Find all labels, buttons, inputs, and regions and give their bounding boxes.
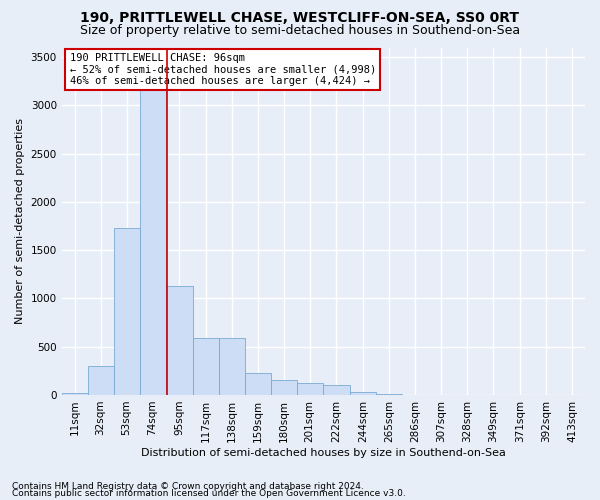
X-axis label: Distribution of semi-detached houses by size in Southend-on-Sea: Distribution of semi-detached houses by … (141, 448, 506, 458)
Bar (193, 338, 219, 395)
Text: Size of property relative to semi-detached houses in Southend-on-Sea: Size of property relative to semi-detach… (80, 24, 520, 37)
Bar (245, 373, 271, 395)
Text: Contains HM Land Registry data © Crown copyright and database right 2024.: Contains HM Land Registry data © Crown c… (12, 482, 364, 491)
Bar (376, 394, 402, 395)
Bar (271, 380, 297, 395)
Text: 190, PRITTLEWELL CHASE, WESTCLIFF-ON-SEA, SS0 0RT: 190, PRITTLEWELL CHASE, WESTCLIFF-ON-SEA… (80, 11, 520, 25)
Bar (166, 286, 193, 395)
Bar (113, 228, 140, 395)
Bar (297, 383, 323, 395)
Bar (140, 84, 166, 395)
Bar (350, 392, 376, 395)
Text: 190 PRITTLEWELL CHASE: 96sqm
← 52% of semi-detached houses are smaller (4,998)
4: 190 PRITTLEWELL CHASE: 96sqm ← 52% of se… (70, 52, 376, 86)
Bar (323, 386, 350, 395)
Y-axis label: Number of semi-detached properties: Number of semi-detached properties (15, 118, 25, 324)
Bar (219, 338, 245, 395)
Text: Contains public sector information licensed under the Open Government Licence v3: Contains public sector information licen… (12, 490, 406, 498)
Bar (62, 393, 88, 395)
Bar (88, 366, 113, 395)
